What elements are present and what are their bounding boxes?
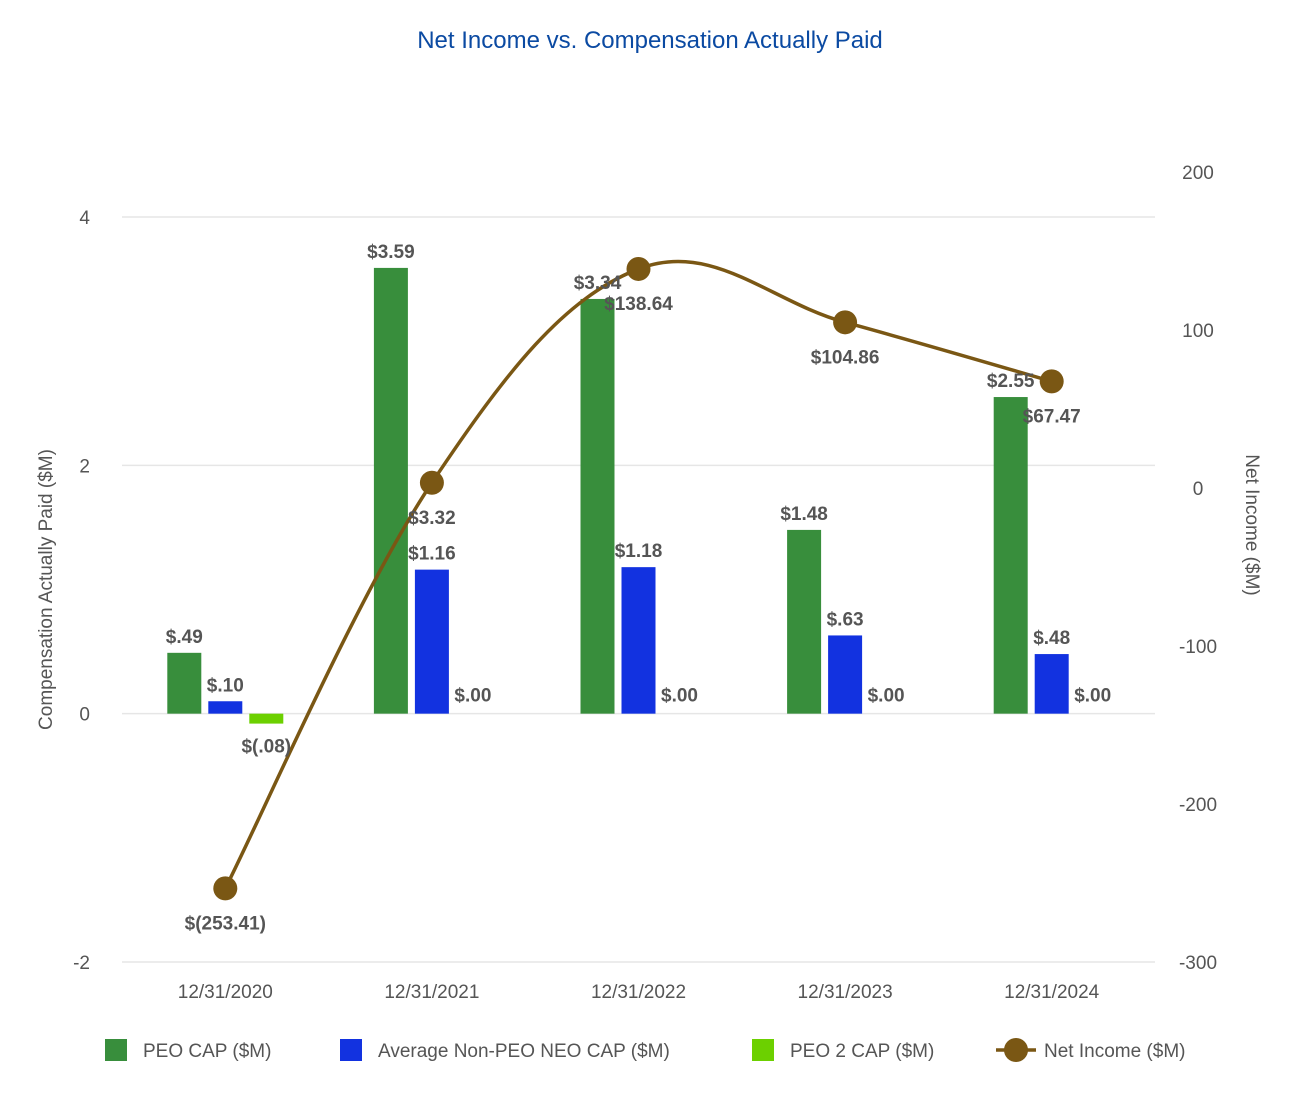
y2-tick-label: -300 [1179,953,1217,974]
bar [208,701,243,714]
bar [414,569,449,714]
chart-title: Net Income vs. Compensation Actually Pai… [417,27,883,54]
legend-label: PEO CAP ($M) [143,1041,271,1062]
bar [580,298,615,714]
data-label: $104.86 [811,347,880,368]
data-label: $.10 [207,675,244,696]
legend-swatch [105,1039,127,1061]
data-label: $3.32 [408,508,456,529]
x-tick-label: 12/31/2021 [384,982,479,1003]
bar [993,397,1028,714]
y-tick-label: -2 [73,953,90,974]
legend-swatch [752,1039,774,1061]
data-label: $3.59 [367,242,415,263]
bar [621,567,656,714]
data-label: $67.47 [1023,406,1081,427]
net-income-point [419,470,444,495]
net-income-line [223,259,1053,890]
data-label: $.00 [1074,686,1111,707]
bar [167,652,202,714]
x-tick-label: 12/31/2023 [798,982,893,1003]
legend-label: Net Income ($M) [1044,1041,1185,1062]
data-label: $138.64 [604,294,673,315]
legend-swatch [340,1039,362,1061]
y2-tick-label: -200 [1179,795,1217,816]
bar [373,267,408,714]
x-tick-label: 12/31/2024 [1004,982,1100,1003]
data-label: $.00 [454,686,491,707]
data-label: $(253.41) [185,913,266,934]
legend-label: PEO 2 CAP ($M) [790,1041,934,1062]
y2-tick-label: 0 [1193,479,1204,500]
net-income-point [1039,369,1064,394]
data-label: $.48 [1033,628,1070,649]
bar [787,529,822,714]
data-label: $3.34 [574,273,622,294]
data-label: $.49 [166,627,203,648]
y-tick-label: 2 [79,456,90,477]
data-label: $2.55 [987,371,1035,392]
y2-tick-label: 200 [1182,163,1214,184]
net-income-point [626,256,651,281]
data-label: $.00 [868,686,905,707]
bar [1034,654,1069,714]
y2-tick-label: -100 [1179,637,1217,658]
bar [828,635,863,714]
data-label: $1.48 [780,504,828,525]
x-tick-label: 12/31/2022 [591,982,686,1003]
data-label: $1.18 [615,541,663,562]
data-label: $.00 [661,686,698,707]
data-label: $1.16 [408,544,456,565]
net-income-point [833,310,858,335]
legend-marker [1004,1038,1028,1062]
data-label: $.63 [827,609,864,630]
net-income-point [213,876,238,901]
x-tick-label: 12/31/2020 [178,982,273,1003]
legend-label: Average Non-PEO NEO CAP ($M) [378,1041,670,1062]
y2-axis-title: Net Income ($M) [1241,454,1262,595]
bar [249,713,284,724]
y-tick-label: 0 [79,705,90,726]
y-axis-title: Compensation Actually Paid ($M) [36,449,57,730]
y-tick-label: 4 [79,208,90,229]
y2-tick-label: 100 [1182,321,1214,342]
data-label: $(.08) [241,737,291,758]
